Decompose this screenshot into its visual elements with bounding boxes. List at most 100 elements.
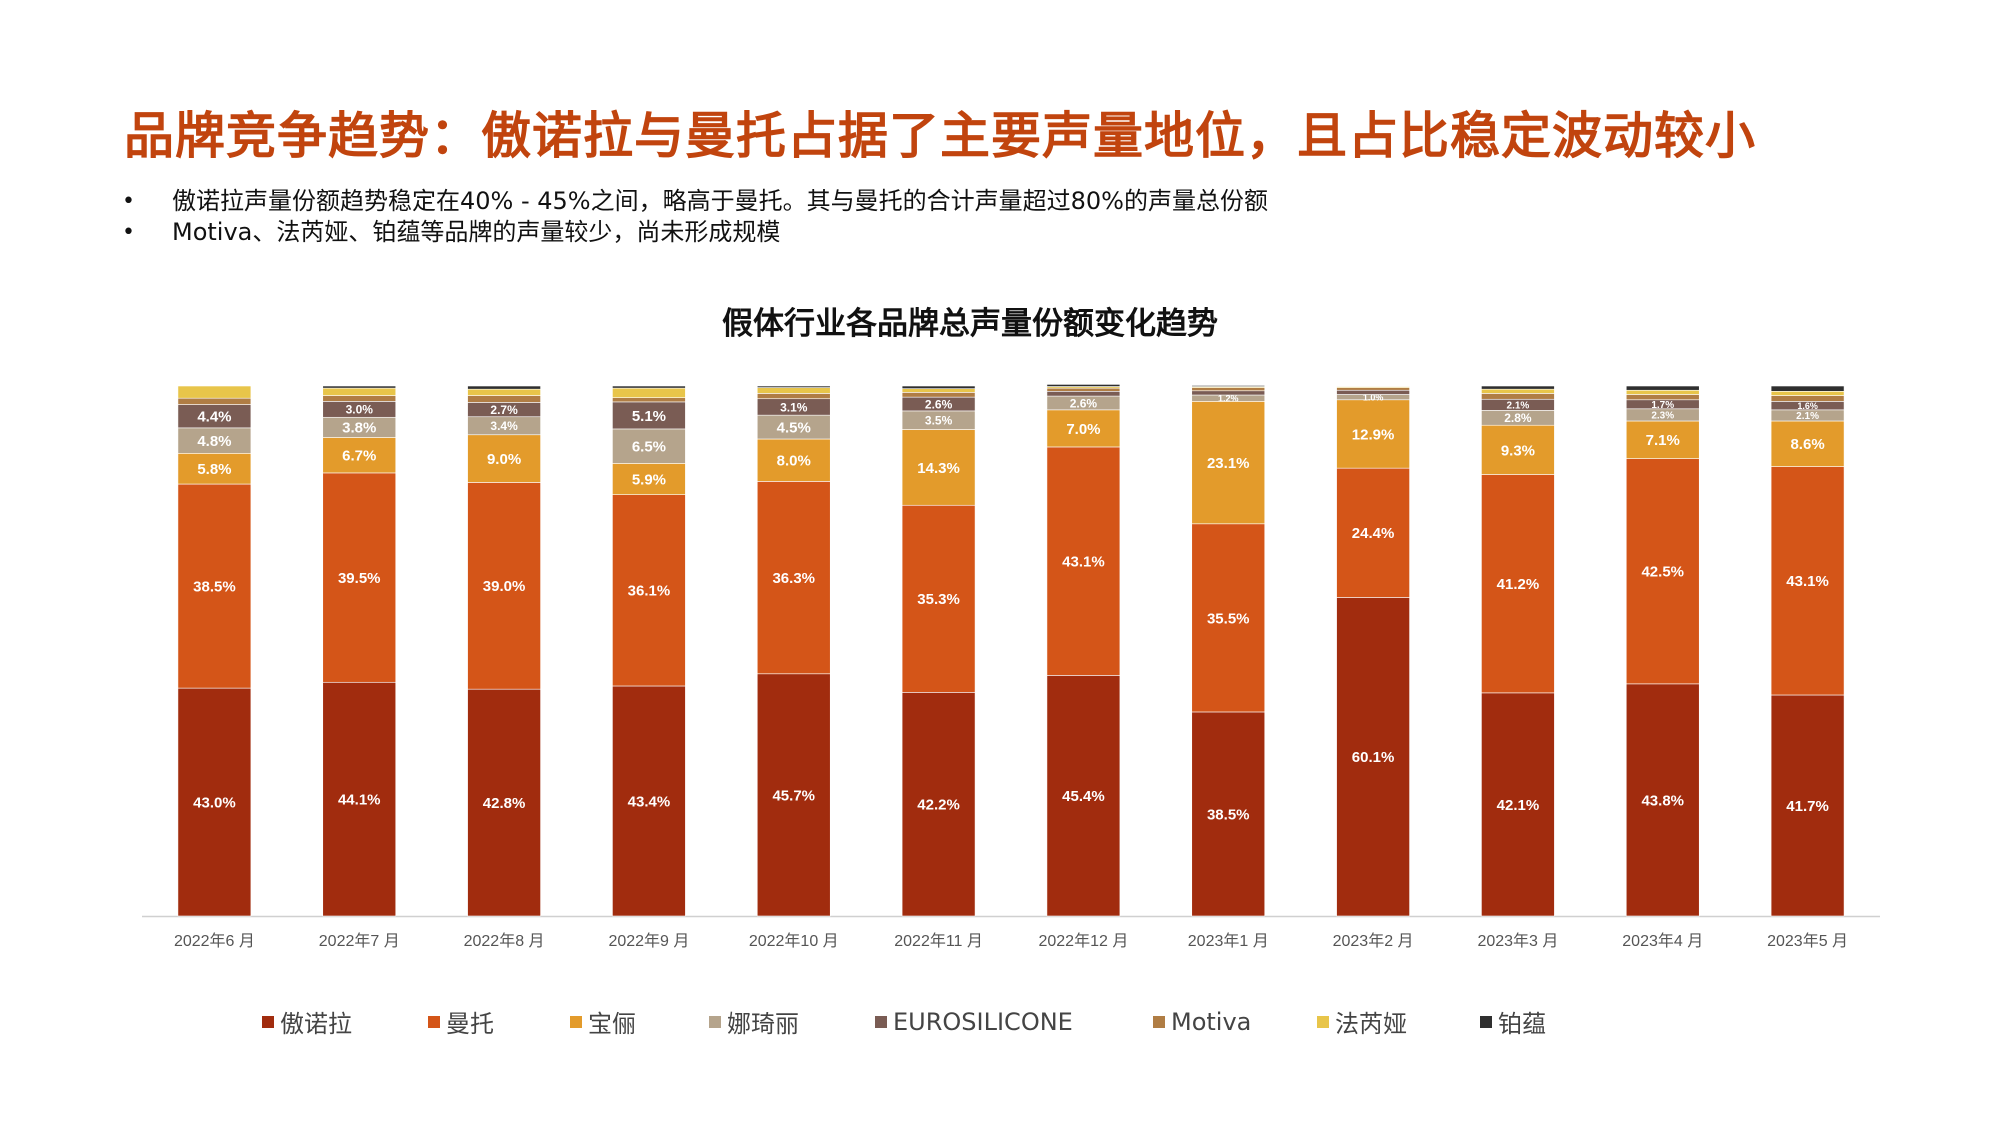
data-label: 3.5% (925, 414, 953, 428)
bullet-list: 傲诺拉声量份额趋势稳定在40% - 45%之间，略高于曼托。其与曼托的合计声量超… (122, 186, 1268, 248)
data-label: 5.8% (197, 461, 231, 478)
bar-segment (1770, 395, 1845, 402)
data-label: 43.4% (628, 793, 671, 810)
bar-segment (901, 392, 976, 398)
bar-segment (756, 481, 831, 675)
bar-segment (1481, 692, 1555, 917)
bar-segment (612, 387, 686, 398)
data-label: 43.1% (1786, 573, 1829, 590)
legend-swatch (262, 1015, 274, 1028)
legend-item: 宝俪 (570, 1004, 709, 1039)
bar-segment (1191, 390, 1266, 396)
bar-segment (612, 494, 686, 687)
bar-segment (177, 385, 252, 399)
data-label: 60.1% (1352, 749, 1395, 766)
bar-segment (177, 687, 252, 917)
bar-segment (1336, 467, 1410, 598)
bar-segment (467, 688, 541, 917)
data-label: 42.5% (1641, 564, 1684, 581)
legend-label: EUROSILICONE (893, 1007, 1073, 1036)
x-tick-label: 2022年7 月 (319, 932, 400, 950)
legend-item: 傲诺拉 (262, 1004, 428, 1039)
bar-segment (1046, 675, 1121, 917)
data-label: 9.3% (1501, 442, 1535, 459)
data-label: 42.8% (483, 795, 526, 812)
legend-label: 铂蕴 (1498, 1010, 1546, 1038)
x-tick-label: 2023年3 月 (1477, 932, 1558, 950)
data-label: 7.1% (1646, 432, 1680, 449)
bar-segment (322, 681, 397, 917)
bar-segment (1481, 388, 1555, 394)
legend-swatch (570, 1015, 582, 1028)
legend-swatch (1317, 1015, 1329, 1028)
bar-segment (1770, 385, 1845, 392)
bar-segment (177, 427, 252, 454)
bar-segment (467, 395, 541, 403)
bar-segment (612, 428, 686, 464)
bar-segment (1770, 390, 1845, 396)
bar-segment (1336, 387, 1410, 391)
bar-segment (322, 387, 397, 396)
bar-segment (322, 395, 397, 402)
x-tick-label: 2022年12 月 (1038, 932, 1128, 950)
bar-segment (1191, 523, 1266, 713)
data-label: 44.1% (338, 792, 381, 809)
data-label: 41.7% (1786, 798, 1829, 815)
data-label: 45.7% (772, 787, 815, 804)
x-tick-label: 2022年11 月 (894, 932, 983, 950)
bar-segment (322, 437, 397, 474)
data-label: 12.9% (1352, 426, 1395, 443)
data-label: 6.5% (632, 439, 666, 456)
bar-segment (1481, 393, 1555, 400)
bar-segment (756, 387, 831, 394)
bar-segment (1046, 409, 1121, 448)
bar-segment (1481, 385, 1555, 390)
legend-label: Motiva (1171, 1007, 1252, 1036)
bar-segment (1046, 446, 1121, 676)
legend-swatch (875, 1015, 887, 1028)
legend-swatch (428, 1015, 440, 1028)
data-label: 36.1% (628, 583, 671, 600)
data-label: 42.1% (1497, 797, 1540, 814)
data-label: 1.0% (1363, 392, 1384, 402)
legend-label: 娜琦丽 (727, 1010, 799, 1038)
data-label: 2.6% (925, 397, 953, 411)
bar-segment (612, 397, 686, 403)
bar-segment (1046, 387, 1121, 392)
bar-segment (1336, 399, 1410, 469)
bar-segment (322, 385, 397, 389)
data-label: 2.6% (1070, 396, 1098, 410)
bar-segment (1191, 711, 1266, 917)
data-label: 8.6% (1790, 436, 1824, 453)
legend-swatch (709, 1015, 721, 1028)
legend-swatch (1153, 1015, 1165, 1028)
x-tick-label: 2023年1 月 (1188, 932, 1269, 950)
legend-label: 宝俪 (588, 1010, 636, 1038)
bar-segment (756, 438, 831, 482)
bar-segment (1625, 458, 1700, 685)
bar-segment (177, 397, 252, 405)
x-tick-label: 2023年5 月 (1767, 932, 1848, 950)
data-label: 3.8% (342, 420, 376, 437)
data-label: 3.4% (490, 419, 518, 433)
bar-segment (467, 385, 541, 390)
bar-segment (901, 388, 976, 393)
slide-title: 品牌竞争趋势：傲诺拉与曼托占据了主要声量地位，且占比稳定波动较小 (124, 107, 1756, 165)
chart-title: 假体行业各品牌总声量份额变化趋势 (722, 306, 1218, 342)
x-tick-label: 2022年10 月 (749, 932, 839, 950)
legend-swatch (1480, 1015, 1492, 1028)
bar-segment (1191, 385, 1266, 387)
data-label: 43.1% (1062, 554, 1105, 571)
bar-segment (756, 393, 831, 400)
data-label: 2.1% (1507, 400, 1530, 411)
bullet-item: 傲诺拉声量份额趋势稳定在40% - 45%之间，略高于曼托。其与曼托的合计声量超… (122, 186, 1268, 217)
data-label: 23.1% (1207, 455, 1250, 472)
bar-segment (901, 385, 976, 389)
bar-segment (1625, 389, 1700, 395)
x-tick-label: 2022年6 月 (174, 932, 255, 950)
data-label: 5.9% (632, 471, 666, 488)
bar-segment (1191, 401, 1266, 525)
legend-item: 曼托 (428, 1004, 570, 1039)
data-label: 2.3% (1651, 410, 1674, 421)
x-tick-label: 2023年2 月 (1333, 932, 1414, 950)
